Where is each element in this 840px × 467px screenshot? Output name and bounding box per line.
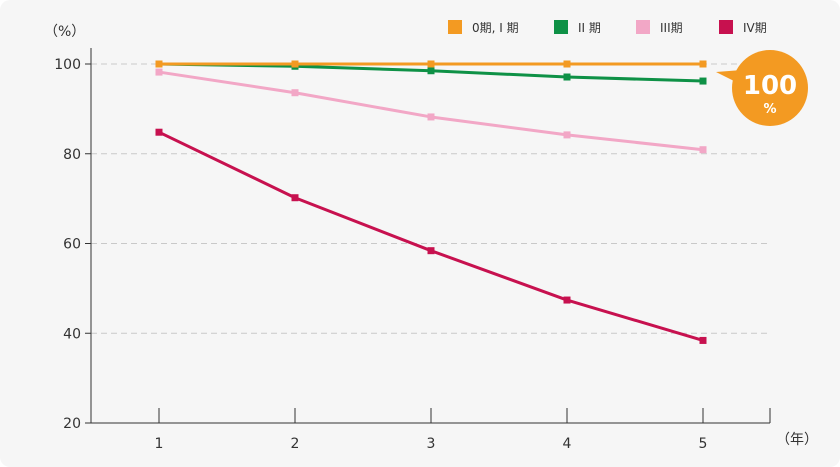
callout-badge: 100 % bbox=[716, 50, 808, 126]
series-1-point-3 bbox=[427, 67, 435, 75]
x-tick-label-3: 3 bbox=[427, 436, 436, 452]
axes bbox=[90, 48, 771, 424]
legend: 0期, I 期 II 期 III期 IV期 bbox=[448, 20, 767, 35]
series-2-point-1 bbox=[155, 68, 163, 76]
legend-label-1: II 期 bbox=[578, 21, 601, 35]
legend-swatch-1 bbox=[554, 20, 568, 34]
series-line-2 bbox=[157, 70, 705, 152]
x-tick-label-2: 2 bbox=[291, 436, 300, 452]
legend-swatch-2 bbox=[636, 20, 650, 34]
legend-label-3: IV期 bbox=[743, 21, 767, 35]
series-3-point-5 bbox=[699, 336, 707, 344]
callout-circle bbox=[732, 50, 808, 126]
series-2-point-3 bbox=[427, 113, 435, 121]
x-tick-label-1: 1 bbox=[155, 436, 164, 452]
series-0-point-1 bbox=[155, 60, 163, 68]
series-0-point-2 bbox=[291, 60, 299, 68]
series-2-point-2 bbox=[291, 89, 299, 97]
x-tick-label-5: 5 bbox=[699, 436, 708, 452]
y-tick-label-40: 40 bbox=[63, 326, 81, 342]
series-3-point-4 bbox=[563, 296, 571, 304]
legend-swatch-3 bbox=[719, 20, 733, 34]
y-tick-label-100: 100 bbox=[54, 57, 81, 73]
y-tick-label-20: 20 bbox=[63, 416, 81, 432]
series-1-point-4 bbox=[563, 73, 571, 81]
series-3-point-2 bbox=[291, 194, 299, 202]
x-unit-label: （年） bbox=[776, 432, 818, 448]
series-0-point-3 bbox=[427, 60, 435, 68]
series-0-point-5 bbox=[699, 60, 707, 68]
series-0-point-4 bbox=[563, 60, 571, 68]
series-3-point-3 bbox=[427, 247, 435, 255]
ticks: 20 40 60 80 100 1 2 3 4 5 bbox=[54, 57, 707, 452]
series-1-point-5 bbox=[699, 77, 707, 85]
series-2-point-4 bbox=[563, 131, 571, 139]
y-tick-label-80: 80 bbox=[63, 147, 81, 163]
series bbox=[155, 60, 707, 344]
series-3-point-1 bbox=[155, 128, 163, 136]
grid-lines bbox=[91, 63, 770, 334]
series-line-3 bbox=[157, 130, 705, 342]
legend-label-2: III期 bbox=[660, 21, 683, 35]
y-unit-label: （%） bbox=[44, 24, 85, 40]
y-tick-label-60: 60 bbox=[63, 237, 81, 253]
x-tick-label-4: 4 bbox=[563, 436, 572, 452]
legend-label-0: 0期, I 期 bbox=[472, 21, 519, 35]
legend-swatch-0 bbox=[448, 20, 462, 34]
callout-unit: % bbox=[763, 102, 776, 117]
series-2-point-5 bbox=[699, 146, 707, 154]
callout-value: 100 bbox=[743, 71, 797, 101]
